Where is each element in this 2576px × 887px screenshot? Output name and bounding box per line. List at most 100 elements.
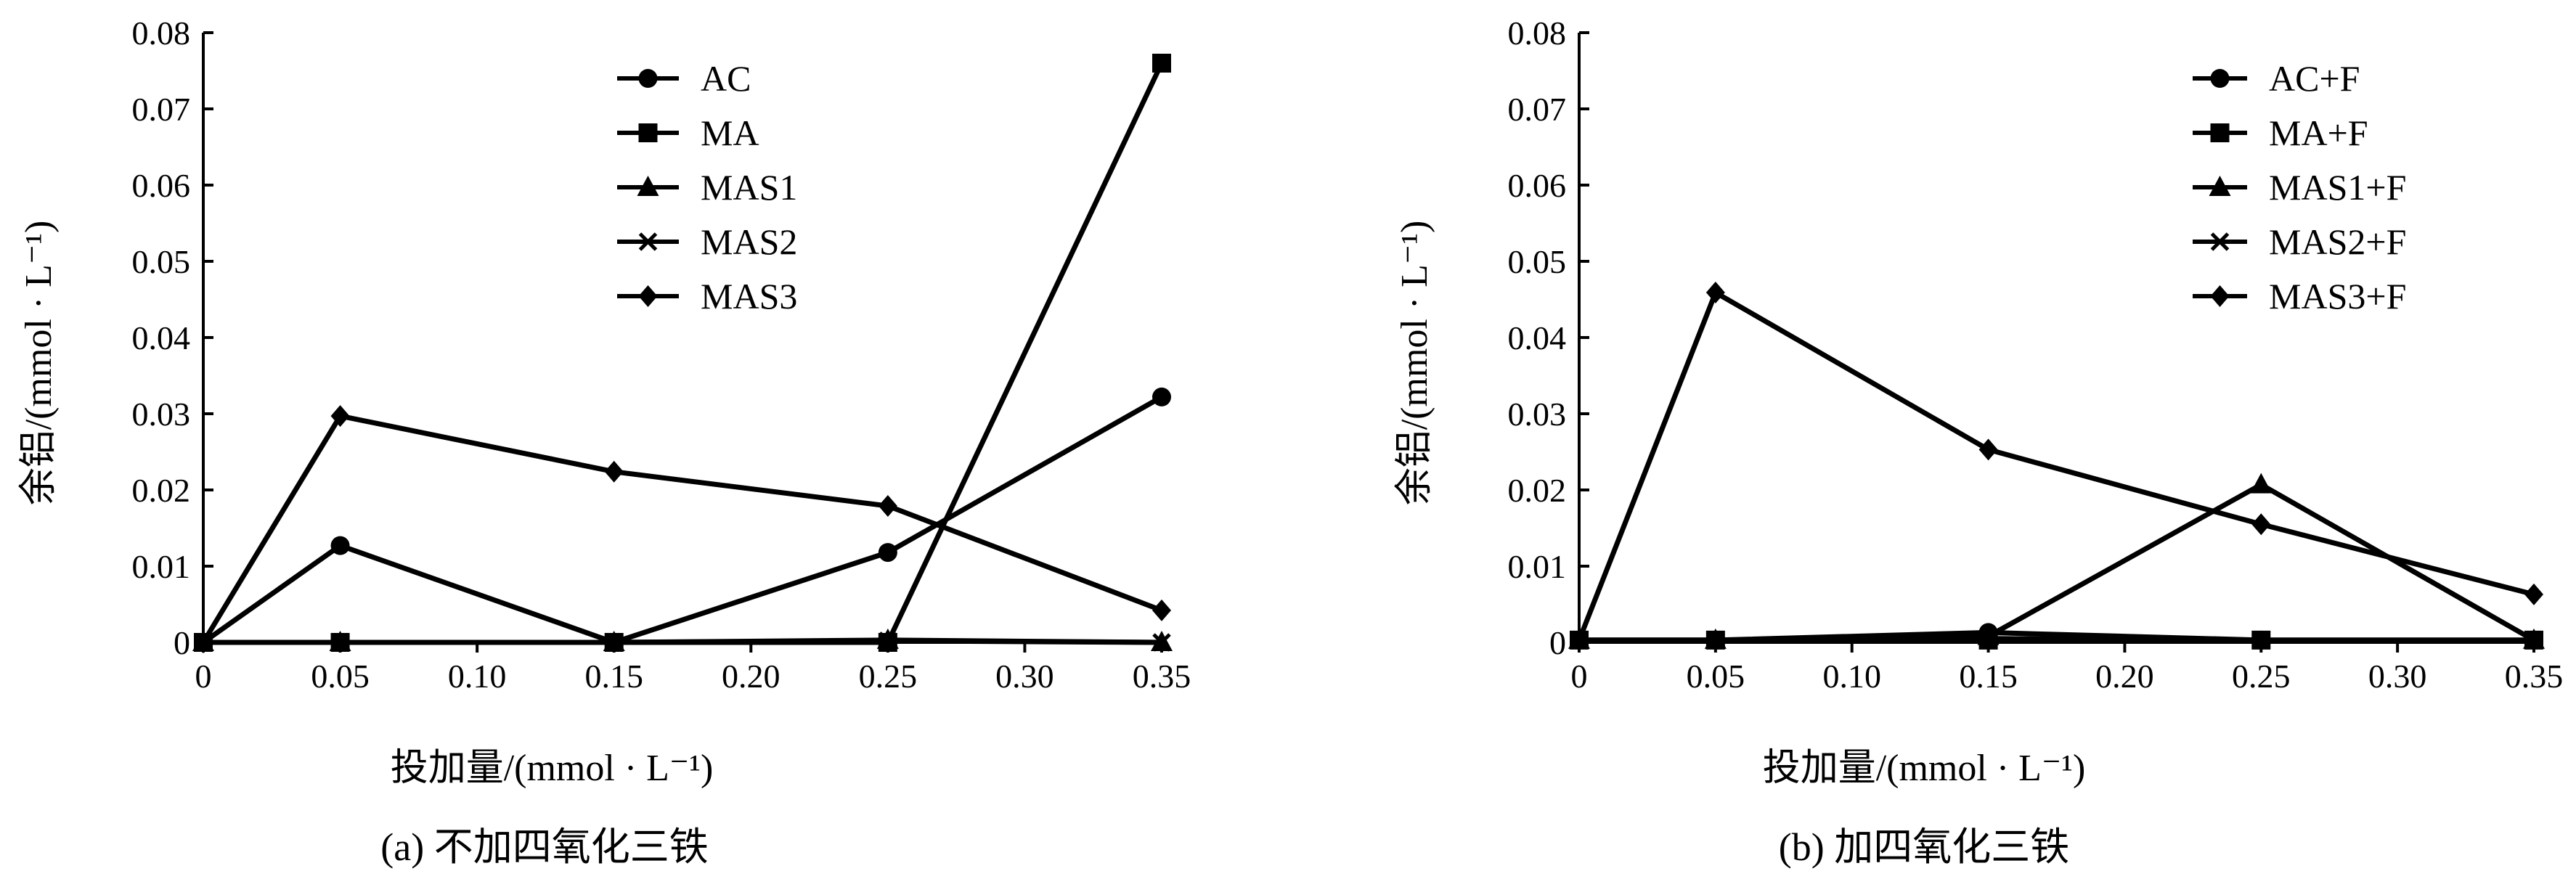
data-point-MAS3+F bbox=[2251, 513, 2271, 536]
legend-item-AC: AC bbox=[617, 58, 751, 99]
y-tick-label: 0.07 bbox=[1508, 91, 1567, 128]
data-point-MAS1+F bbox=[2250, 473, 2273, 494]
data-point-MAS2 bbox=[604, 633, 624, 652]
panel-b: (b) 加四氧化三铁 投加量/(mmol · L⁻¹) 余铝/(mmol · L… bbox=[1394, 15, 2563, 869]
legend-marker bbox=[638, 285, 658, 307]
data-point-MAS3+F bbox=[2524, 583, 2543, 605]
legend-marker bbox=[2210, 285, 2230, 307]
y-tick-label: 0.07 bbox=[132, 91, 191, 128]
legend-label: MAS3+F bbox=[2269, 276, 2406, 316]
data-point-MAS3 bbox=[878, 495, 897, 518]
data-point-MAS3 bbox=[194, 631, 213, 653]
panel-a-y-axis-title: 余铝/(mmol · L⁻¹) bbox=[18, 221, 60, 506]
x-tick-label: 0.35 bbox=[2505, 658, 2564, 695]
data-point-MAS3 bbox=[330, 405, 350, 428]
data-point-MAS2+F bbox=[2251, 631, 2271, 650]
panel-b-caption: (b) 加四氧化三铁 bbox=[1779, 825, 2069, 869]
y-tick-label: 0.02 bbox=[1508, 472, 1567, 509]
legend-label: AC bbox=[701, 58, 751, 99]
series-MAS3 bbox=[194, 405, 1171, 653]
x-tick-label: 0 bbox=[195, 658, 212, 695]
legend-label: MAS1+F bbox=[2269, 167, 2406, 208]
x-tick-label: 0 bbox=[1571, 658, 1588, 695]
data-point-MAS2+F bbox=[2524, 631, 2543, 650]
legend-item-MA: MA bbox=[617, 113, 759, 153]
data-point-MAS3 bbox=[604, 460, 624, 483]
data-point-MAS2+F bbox=[1706, 631, 1725, 650]
legend-item-AC+F: AC+F bbox=[2193, 58, 2360, 99]
x-tick-label: 0.15 bbox=[584, 658, 643, 695]
y-tick-label: 0.05 bbox=[132, 243, 191, 280]
panel-a-axes: 0 0.01 0.02 0.03 0.04 0.05 0.06 0.07 0.08 0 0.05 0.… bbox=[132, 15, 1191, 695]
data-point-MAS3+F bbox=[1705, 282, 1725, 304]
data-point-AC bbox=[878, 543, 897, 563]
data-point-MAS2+F bbox=[1978, 629, 1998, 648]
y-tick-label: 0.08 bbox=[132, 15, 191, 52]
legend-label: MAS2 bbox=[701, 221, 797, 262]
legend-marker bbox=[2210, 69, 2230, 88]
series-line-MAS1+F bbox=[1579, 481, 2535, 643]
legend-item-MAS2: MAS2 bbox=[617, 221, 797, 262]
y-tick-label: 0 bbox=[1549, 624, 1566, 661]
legend-marker bbox=[638, 69, 658, 88]
legend-item-MAS2+F: MAS2+F bbox=[2193, 221, 2406, 262]
y-tick-label: 0.01 bbox=[132, 548, 191, 585]
panel-b-axes: 0 0.01 0.02 0.03 0.04 0.05 0.06 0.07 0.08 0 0.05 0.… bbox=[1508, 15, 2564, 695]
data-point-MAS2 bbox=[879, 631, 897, 650]
legend-label: MAS3 bbox=[701, 276, 797, 316]
legend-label: MAS2+F bbox=[2269, 221, 2406, 262]
legend-item-MA+F: MA+F bbox=[2193, 113, 2368, 153]
legend-marker bbox=[2210, 232, 2230, 251]
legend-label: MA bbox=[701, 113, 759, 153]
x-tick-label: 0.15 bbox=[1959, 658, 2018, 695]
series-MA bbox=[194, 54, 1171, 652]
y-tick-label: 0.06 bbox=[132, 167, 191, 204]
legend-item-MAS3: MAS3 bbox=[617, 276, 797, 316]
data-point-MA bbox=[1152, 54, 1171, 73]
y-tick-label: 0.03 bbox=[1508, 396, 1567, 433]
x-tick-label: 0.10 bbox=[1822, 658, 1881, 695]
legend-item-MAS1: MAS1 bbox=[617, 167, 797, 208]
y-tick-label: 0.04 bbox=[132, 319, 191, 356]
x-tick-label: 0.10 bbox=[448, 658, 507, 695]
series-line-MAS3 bbox=[201, 413, 1163, 644]
legend-marker bbox=[2209, 176, 2231, 196]
legend-marker bbox=[2210, 123, 2230, 142]
data-point-MAS3+F bbox=[1978, 438, 1998, 461]
x-tick-label: 0.35 bbox=[1133, 658, 1191, 695]
data-point-MAS3 bbox=[1152, 599, 1171, 621]
y-tick-label: 0.04 bbox=[1508, 319, 1567, 356]
x-tick-label: 0.30 bbox=[2368, 658, 2427, 695]
legend-label: AC+F bbox=[2269, 58, 2360, 99]
y-tick-label: 0.01 bbox=[1508, 548, 1567, 585]
panel-a: (a) 不加四氧化三铁 投加量/(mmol · L⁻¹) 余铝/(mmol · … bbox=[18, 15, 1191, 869]
legend-marker bbox=[638, 232, 658, 251]
panel-b-x-axis-title: 投加量/(mmol · L⁻¹) bbox=[1763, 748, 2086, 789]
legend-item-MAS3+F: MAS3+F bbox=[2193, 276, 2406, 316]
y-tick-label: 0.05 bbox=[1508, 243, 1567, 280]
x-tick-label: 0.30 bbox=[995, 658, 1054, 695]
series-AC bbox=[194, 387, 1171, 652]
series-line-MAS3+F bbox=[1576, 289, 2535, 642]
panel-b-y-axis-title: 余铝/(mmol · L⁻¹) bbox=[1394, 221, 1435, 506]
legend-label: MA+F bbox=[2269, 113, 2368, 153]
series-MAS3+F bbox=[1570, 282, 2543, 651]
y-tick-label: 0.08 bbox=[1508, 15, 1567, 52]
y-tick-label: 0.03 bbox=[132, 396, 191, 433]
series-line-AC bbox=[201, 394, 1163, 645]
x-tick-label: 0.20 bbox=[722, 658, 780, 695]
data-point-MAS2 bbox=[330, 633, 350, 652]
panel-a-x-axis-title: 投加量/(mmol · L⁻¹) bbox=[391, 748, 714, 789]
series-line-MAS2 bbox=[203, 638, 1162, 645]
data-point-AC bbox=[330, 536, 350, 555]
series-line-MAS2+F bbox=[1579, 636, 2534, 643]
x-tick-label: 0.20 bbox=[2095, 658, 2154, 695]
y-tick-label: 0.02 bbox=[132, 472, 191, 509]
x-tick-label: 0.05 bbox=[311, 658, 370, 695]
y-tick-label: 0 bbox=[174, 624, 190, 661]
x-tick-label: 0.05 bbox=[1687, 658, 1745, 695]
legend-item-MAS1+F: MAS1+F bbox=[2193, 167, 2406, 208]
y-tick-label: 0.06 bbox=[1508, 167, 1567, 204]
legend-label: MAS1 bbox=[701, 167, 797, 208]
